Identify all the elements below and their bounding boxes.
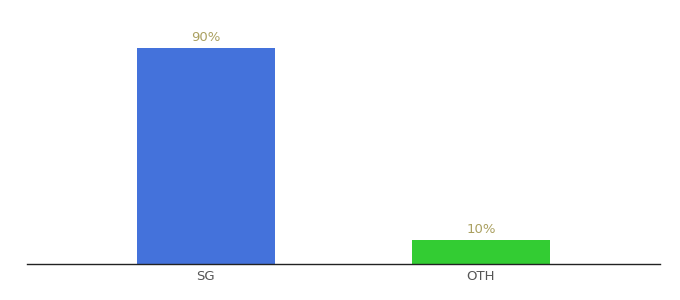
Bar xyxy=(137,48,275,264)
Bar xyxy=(412,240,549,264)
Text: 90%: 90% xyxy=(191,32,220,44)
Text: 10%: 10% xyxy=(466,224,496,236)
